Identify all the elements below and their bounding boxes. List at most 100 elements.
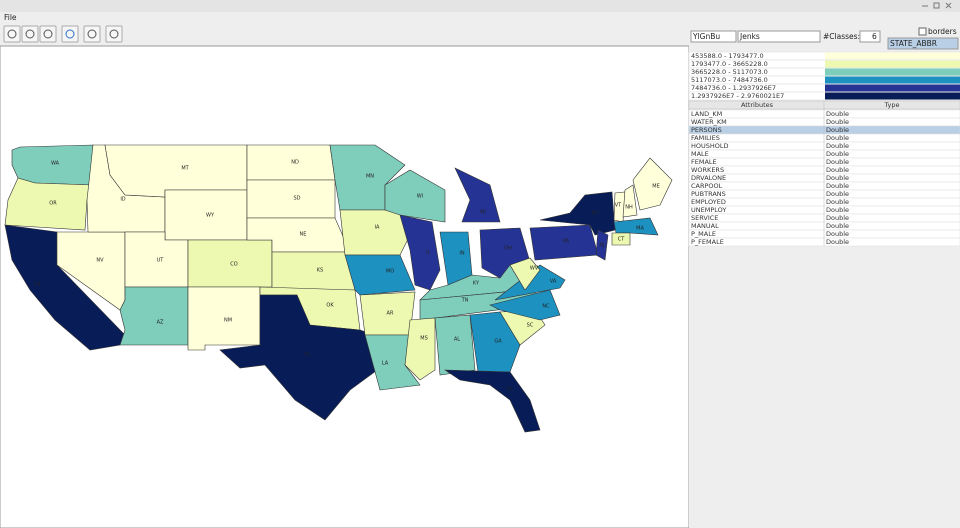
tool-button[interactable] (61, 25, 79, 43)
tool-button[interactable] (21, 25, 39, 43)
state[interactable] (622, 184, 638, 218)
state[interactable] (119, 286, 189, 346)
menu-bar (0, 12, 960, 23)
state-label: IN (459, 251, 464, 257)
table-cell: PUBTRANS (691, 190, 726, 198)
table-cell: Double (826, 118, 849, 126)
tool-icon (109, 29, 119, 39)
state[interactable] (454, 167, 501, 223)
state-label: NV (96, 258, 104, 264)
tool-button[interactable] (3, 25, 21, 43)
state-label: VT (615, 203, 622, 209)
legend-range: 5117073.0 - 7484736.0 (691, 76, 768, 84)
legend-swatch (825, 92, 960, 100)
state[interactable] (489, 289, 561, 321)
table-row[interactable] (688, 205, 960, 215)
table-cell: Double (826, 198, 849, 206)
table-cell: MANUAL (691, 222, 719, 230)
state[interactable] (384, 169, 446, 223)
table-row[interactable] (688, 133, 960, 143)
state-label: NY (592, 211, 600, 217)
state-label: MO (386, 269, 394, 275)
table-cell: Double (826, 182, 849, 190)
state-label: MS (420, 336, 428, 342)
table-row[interactable] (688, 173, 960, 183)
state[interactable] (219, 294, 381, 421)
table-cell: Double (826, 190, 849, 198)
table-row[interactable] (688, 109, 960, 119)
title-bar (0, 0, 960, 12)
maximize[interactable] (933, 2, 940, 9)
state[interactable] (104, 144, 248, 198)
legend-range: 453588.0 - 1793477.0 (691, 52, 764, 60)
table-row[interactable] (688, 157, 960, 167)
table-cell: UNEMPLOY (691, 206, 726, 214)
table-cell: EMPLOYED (691, 198, 726, 206)
table-row[interactable] (688, 149, 960, 159)
state-label: CT (618, 237, 625, 243)
table-cell: HOUSHOLD (691, 142, 729, 150)
table-cell: DRVALONE (691, 174, 726, 182)
state-label: GA (494, 339, 502, 345)
state-label: NJ (599, 243, 604, 249)
table-row[interactable] (688, 197, 960, 207)
table-cell: MALE (691, 150, 709, 158)
close[interactable] (945, 2, 952, 9)
table-cell: PERSONS (691, 126, 722, 134)
state[interactable] (611, 232, 631, 246)
state[interactable] (344, 254, 416, 296)
table-cell: Double (826, 214, 849, 222)
table-row[interactable] (688, 165, 960, 175)
method-select[interactable] (737, 30, 821, 43)
state-label: CA (34, 282, 41, 288)
state-label: AL (454, 337, 460, 343)
classes-spinner[interactable] (859, 30, 881, 43)
window-controls (922, 2, 952, 9)
state[interactable] (469, 311, 521, 373)
table-row[interactable] (688, 125, 960, 135)
table-cell: Double (826, 238, 849, 246)
state[interactable] (595, 229, 609, 261)
state[interactable] (339, 209, 411, 256)
state[interactable] (364, 334, 421, 391)
tool-button[interactable] (39, 25, 57, 43)
menu-file[interactable]: File (4, 13, 17, 22)
borders-checkbox[interactable] (918, 27, 927, 36)
state-label: FL (507, 387, 513, 393)
borders-label: borders (928, 27, 957, 36)
state[interactable] (246, 179, 336, 219)
state[interactable] (434, 314, 476, 376)
tool-icon (7, 29, 17, 39)
tool-button[interactable] (105, 25, 123, 43)
tool-button[interactable] (83, 25, 101, 43)
table-row[interactable] (688, 189, 960, 199)
state[interactable] (632, 157, 673, 211)
state[interactable] (404, 317, 436, 381)
state-label: WY (206, 213, 215, 219)
state[interactable] (509, 257, 541, 291)
state[interactable] (539, 191, 616, 236)
table-row[interactable] (688, 213, 960, 223)
palette-value: YlGnBu (692, 32, 720, 41)
state[interactable] (443, 369, 541, 433)
state-label: UT (157, 258, 165, 264)
state-label: MN (366, 174, 374, 180)
palette-select[interactable] (690, 30, 737, 43)
state-label: OR (49, 201, 57, 207)
table-cell: LAND_KM (691, 110, 722, 118)
state-label: WI (417, 194, 423, 200)
table-row[interactable] (688, 237, 960, 247)
state[interactable] (4, 177, 94, 231)
table-row[interactable] (688, 141, 960, 151)
table-row[interactable] (688, 221, 960, 231)
state[interactable] (271, 251, 356, 291)
table-row[interactable] (688, 117, 960, 127)
field-select[interactable] (887, 37, 959, 50)
state-label: SC (527, 323, 534, 329)
legend-range: 1793477.0 - 3665228.0 (691, 60, 768, 68)
table-cell: Double (826, 166, 849, 174)
state[interactable] (613, 217, 659, 236)
table-row[interactable] (688, 229, 960, 239)
state-label: SD (293, 196, 300, 202)
table-row[interactable] (688, 181, 960, 191)
